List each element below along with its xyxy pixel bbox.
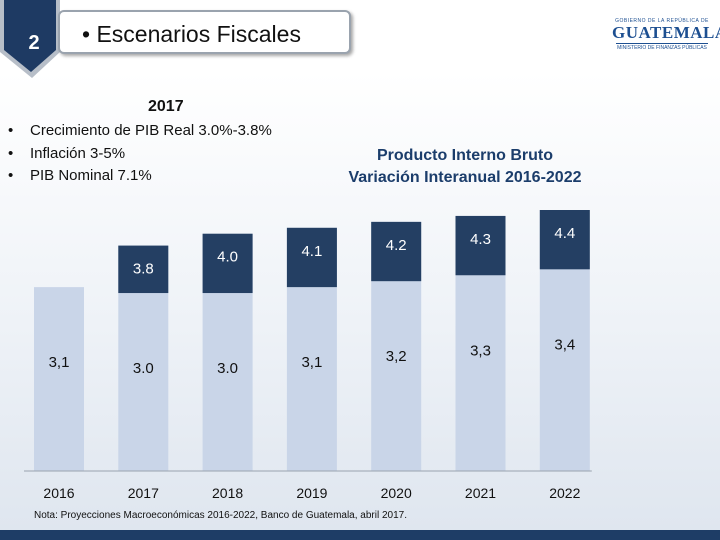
logo-sub-text: MINISTERIO DE FINANZAS PÚBLICAS bbox=[616, 43, 708, 51]
list-item: Inflación 3-5% bbox=[8, 143, 272, 166]
assumptions-list: Crecimiento de PIB Real 3.0%-3.8% Inflac… bbox=[8, 120, 272, 188]
list-item: PIB Nominal 7.1% bbox=[8, 165, 272, 188]
x-tick-label: 2021 bbox=[465, 485, 496, 501]
logo-top-text: GOBIERNO DE LA REPÚBLICA DE bbox=[615, 18, 709, 24]
x-tick-label: 2022 bbox=[549, 485, 580, 501]
x-tick-label: 2017 bbox=[128, 485, 159, 501]
chart-subtitle: Variación Interanual 2016-2022 bbox=[348, 169, 582, 186]
data-label-base: 3.0 bbox=[133, 360, 154, 377]
bar-high-segment bbox=[118, 245, 169, 294]
guatemala-logo: GOBIERNO DE LA REPÚBLICA DE GUATEMALA MI… bbox=[612, 8, 720, 66]
data-label-high: 4.1 bbox=[301, 243, 322, 260]
data-label-base: 3,2 bbox=[386, 348, 407, 365]
title-box: • Escenarios Fiscales bbox=[58, 10, 351, 54]
x-tick-label: 2019 bbox=[296, 485, 327, 501]
data-label-base: 3.0 bbox=[217, 360, 238, 377]
logo-main-text: GUATEMALA bbox=[612, 23, 720, 42]
x-tick-label: 2016 bbox=[43, 485, 74, 501]
slide-title: • Escenarios Fiscales bbox=[82, 21, 301, 47]
data-label-base: 3,1 bbox=[301, 354, 322, 371]
data-label-high: 4.0 bbox=[217, 249, 238, 266]
bar-high-segment bbox=[286, 227, 337, 288]
chart-title-block: Producto Interno Bruto Variación Interan… bbox=[330, 145, 600, 189]
slide-number: 2 bbox=[28, 32, 40, 54]
data-label-high: 4.4 bbox=[554, 225, 575, 242]
data-label-base: 3,3 bbox=[470, 342, 491, 359]
slide-number-badge bbox=[0, 0, 60, 78]
bar-base bbox=[34, 287, 84, 471]
gdp-bar-chart: 3,1 2016 3.8 3.0 2017 4.0 3.0 2018 4.1 3,1 2019 4.2… bbox=[24, 210, 592, 501]
x-tick-label: 2020 bbox=[381, 485, 412, 501]
bar-high-segment bbox=[371, 221, 422, 282]
data-label-high: 3.8 bbox=[133, 261, 154, 278]
assumptions-year: 2017 bbox=[148, 98, 184, 115]
data-label-high: 4.3 bbox=[470, 231, 491, 248]
footnote: Nota: Proyecciones Macroeconómicas 2016-… bbox=[34, 510, 407, 521]
data-label-base: 3,1 bbox=[49, 354, 70, 371]
data-label-base: 3,4 bbox=[554, 336, 575, 353]
bottom-bar bbox=[0, 530, 720, 540]
x-tick-label: 2018 bbox=[212, 485, 243, 501]
bar-high-segment bbox=[455, 215, 506, 276]
bar-high-segment bbox=[202, 233, 253, 294]
data-label-high: 4.2 bbox=[386, 237, 407, 254]
list-item: Crecimiento de PIB Real 3.0%-3.8% bbox=[8, 120, 272, 143]
bar-high-segment bbox=[539, 210, 590, 270]
chart-title: Producto Interno Bruto bbox=[377, 147, 553, 164]
